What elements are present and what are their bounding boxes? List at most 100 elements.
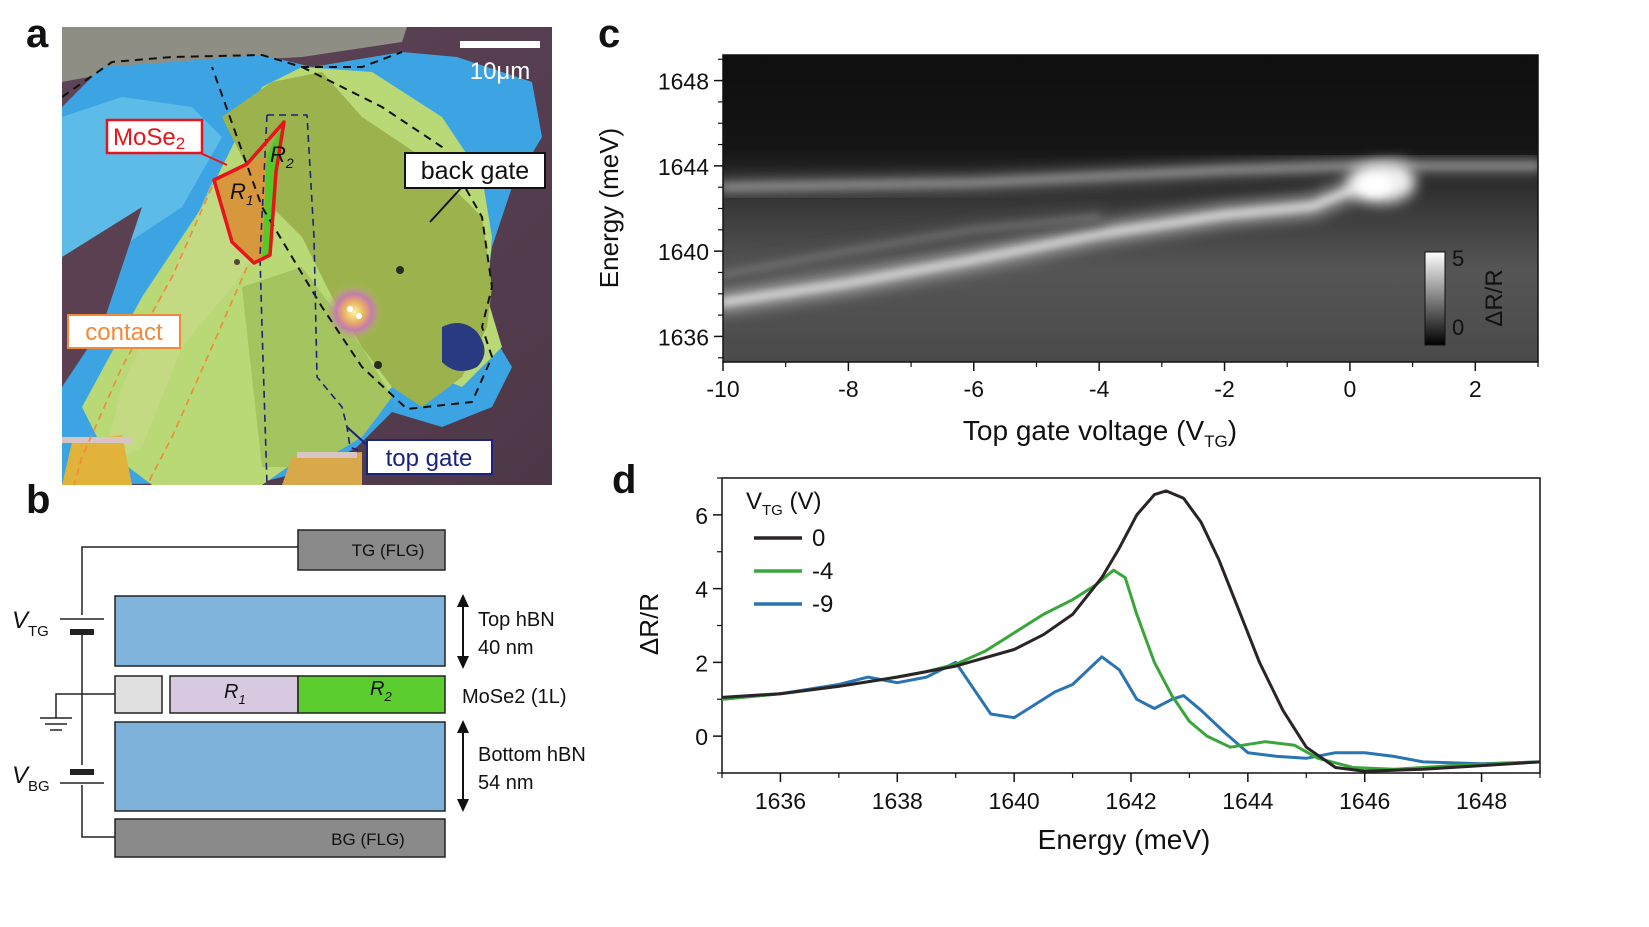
topgate-label: top gate — [386, 445, 473, 472]
panel-a-micrograph: 10μm MoSe2 R1 R2 back gate contact top g… — [62, 27, 552, 485]
panel-c-heatmap: -10 -8 -6 -4 -2 0 2 1636 1640 1644 1648 5 0 ΔR/R E… — [594, 54, 1539, 451]
legend-title: VTG (V) — [746, 488, 822, 519]
heatmap-xtick-label: -8 — [838, 376, 858, 402]
linechart-xtick-label: 1640 — [989, 788, 1040, 814]
r1-label: R1 — [230, 179, 254, 208]
mose2-layer-label: MoSe2 (1L) — [462, 686, 567, 708]
topgate-outline — [267, 114, 363, 453]
topgate-leader — [346, 426, 368, 446]
battery-tg-short — [70, 629, 94, 635]
linechart-xtick-label: 1648 — [1456, 788, 1507, 814]
legend-label--4: -4 — [812, 558, 833, 585]
linechart-xtick-label: 1642 — [1105, 788, 1156, 814]
panel-b-schematic: VTG VBG TG (FLG) R1 R2 BG (FLG) Top hBN … — [12, 529, 586, 858]
dark-dot — [396, 266, 404, 274]
heatmap-xtick-label: -10 — [706, 376, 739, 402]
lower-branch — [723, 215, 1101, 277]
scale-bar-label: 10μm — [470, 58, 531, 85]
bottom-hbn-arrowhead — [457, 720, 469, 733]
mose2-label: MoSe2 — [113, 124, 185, 153]
scale-bar — [460, 41, 540, 48]
top-hbn-label-1: Top hBN — [478, 609, 555, 631]
linechart-xtick-label: 1646 — [1339, 788, 1390, 814]
pad-edge — [297, 452, 357, 458]
bottom-hbn-label-2: 54 nm — [478, 772, 534, 794]
legend-label--9: -9 — [812, 591, 833, 618]
topgate-outline-left — [259, 114, 268, 485]
panel-d-linechart: 1636 1638 1640 1642 1644 1646 1648 0 2 4 6 ΔR/R En… — [640, 477, 1541, 855]
tg-wire — [81, 546, 298, 615]
gold-pad-left — [62, 435, 132, 485]
heatmap-ytick-label: 1648 — [658, 69, 709, 95]
top-hbn-label-2: 40 nm — [478, 637, 534, 659]
linechart-ylabel: ΔR/R — [640, 593, 664, 655]
heatmap-ytick-label: 1640 — [658, 239, 709, 265]
colorbar-tick-5: 5 — [1452, 246, 1464, 271]
battery-bg-short — [70, 769, 94, 775]
heatmap-xtick-label: 0 — [1344, 376, 1357, 402]
mose2-outline — [212, 120, 286, 265]
dark-dot — [374, 361, 382, 369]
top-hbn-block — [114, 595, 446, 667]
r2-block-label: R2 — [370, 678, 392, 704]
panel-label-b: b — [26, 478, 51, 522]
heatmap-background — [723, 55, 1538, 362]
r2-block — [297, 675, 446, 714]
bubble-spot-1 — [347, 306, 353, 312]
gray-flake — [62, 27, 407, 82]
bottom-hbn-block — [114, 721, 446, 812]
bg-block — [114, 818, 446, 858]
top-hbn-arrowhead — [457, 656, 469, 669]
contact-region — [102, 167, 262, 467]
legend-label-0: 0 — [812, 525, 825, 552]
bubble-feature — [324, 282, 384, 342]
gold-pad-right — [282, 452, 362, 485]
linechart-xlabel: Energy (meV) — [1038, 824, 1211, 855]
heatmap-xtick-label: -4 — [1089, 376, 1110, 402]
bottom-hbn-arrowhead — [457, 799, 469, 812]
heatmap-xtick-label: -2 — [1214, 376, 1234, 402]
panel-label-a: a — [26, 12, 49, 56]
bubble-spot-2 — [356, 313, 362, 319]
contact-label-box — [67, 314, 181, 349]
backgate-leader — [429, 186, 463, 223]
mose2-label-box — [105, 118, 204, 155]
heatmap-ylabel: Energy (meV) — [594, 128, 624, 288]
vtg-label: VTG — [12, 607, 49, 640]
series-line--9 — [721, 655, 1541, 766]
hotspot-core — [1359, 175, 1391, 196]
vbg-label: VBG — [12, 762, 50, 795]
linechart-xtick-label: 1644 — [1222, 788, 1273, 814]
ground-wire — [55, 693, 115, 718]
heatmap-ytick-label: 1636 — [658, 324, 709, 350]
tg-block-label: TG (FLG) — [352, 541, 425, 560]
linechart-ytick-label: 2 — [695, 650, 708, 676]
heatmap-ytick-label: 1644 — [658, 154, 709, 180]
backgate-label: back gate — [421, 157, 529, 185]
r2-label: R2 — [270, 142, 294, 171]
topgate-label-box — [366, 439, 493, 475]
series-line--4 — [721, 568, 1541, 771]
bottom-hbn-label-1: Bottom hBN — [478, 744, 586, 766]
tg-block — [297, 529, 446, 571]
colorbar-label: ΔR/R — [1481, 269, 1508, 326]
r1-block — [169, 675, 299, 714]
colorbar-tick-0: 0 — [1452, 315, 1464, 340]
dark-blob — [442, 323, 485, 371]
r1-block-label: R1 — [224, 681, 246, 707]
backgate-label-box — [404, 152, 546, 189]
panel-label-d: d — [612, 458, 637, 502]
linechart-frame — [721, 477, 1541, 774]
contact-label: contact — [85, 319, 163, 346]
heatmap-xtick-label: 2 — [1469, 376, 1482, 402]
bg-block-label: BG (FLG) — [331, 830, 405, 849]
linechart-xtick-label: 1638 — [872, 788, 923, 814]
linechart-ytick-label: 6 — [695, 503, 708, 529]
heatmap-xtick-label: -6 — [964, 376, 984, 402]
contact-block — [114, 675, 163, 714]
heatmap-xlabel: Top gate voltage (VTG) — [963, 415, 1237, 451]
series-line-0 — [721, 489, 1541, 773]
linechart-ytick-label: 4 — [695, 577, 708, 603]
top-hbn-arrowhead — [457, 594, 469, 607]
backgate-flake — [222, 72, 492, 407]
